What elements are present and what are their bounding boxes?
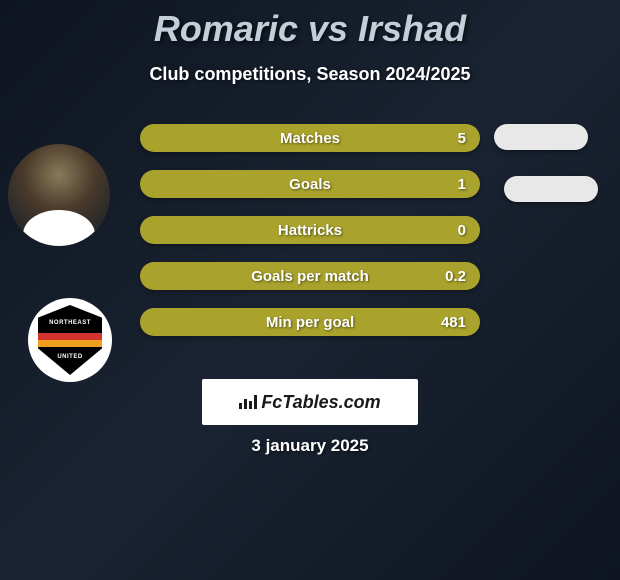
stat-left-value: 0.2 [445,268,466,285]
club-badge-text-bottom: UNITED [57,354,82,360]
bar-chart-icon [239,395,257,409]
stat-label: Min per goal [154,314,466,331]
stats-container: Matches5Goals1Hattricks0Goals per match0… [140,124,480,354]
stat-row: Matches5 [140,124,480,152]
stat-label: Goals per match [154,268,466,285]
stat-row: Goals1 [140,170,480,198]
player-left-avatar [8,144,110,246]
stat-label: Matches [154,130,466,147]
brand-badge: FcTables.com [202,379,418,425]
stat-left-value: 0 [458,222,466,239]
page-title: Romaric vs Irshad [0,0,620,50]
club-badge-left: NORTHEAST UNITED [28,298,112,382]
stat-right-pill [494,124,588,150]
brand-name: FcTables.com [261,392,380,413]
subtitle: Club competitions, Season 2024/2025 [0,64,620,85]
stat-row: Goals per match0.2 [140,262,480,290]
stat-row: Hattricks0 [140,216,480,244]
stat-label: Goals [154,176,466,193]
club-badge-text-top: NORTHEAST [49,320,91,326]
stat-label: Hattricks [154,222,466,239]
stat-right-pill [504,176,598,202]
footer-date: 3 january 2025 [0,436,620,456]
stat-left-value: 1 [458,176,466,193]
stat-row: Min per goal481 [140,308,480,336]
stat-left-value: 481 [441,314,466,331]
stat-left-value: 5 [458,130,466,147]
